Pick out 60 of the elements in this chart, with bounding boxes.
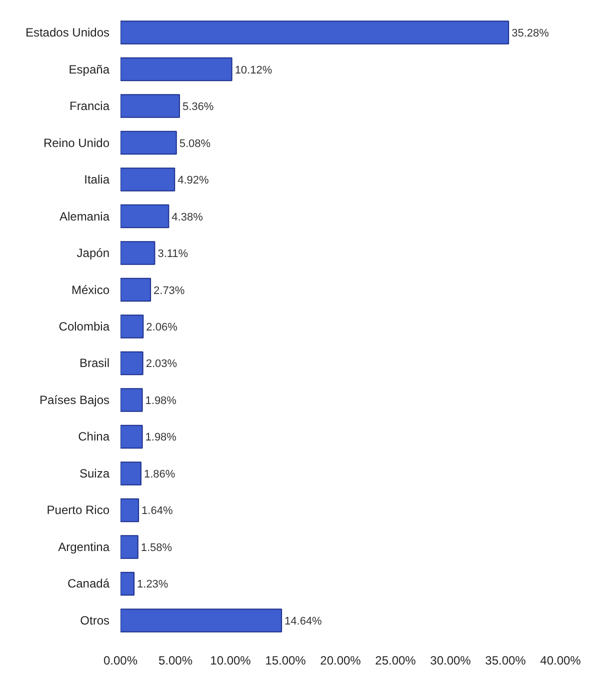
y-tick-label: Italia	[84, 172, 110, 187]
data-label: 5.36%	[182, 101, 214, 114]
y-tick-label: China	[78, 430, 110, 444]
x-tick-label: 30.00%	[430, 654, 472, 668]
y-tick-label: Suiza	[79, 466, 110, 480]
data-label: 1.58%	[140, 542, 172, 554]
bar	[120, 20, 510, 44]
x-tick-label: 40.00%	[540, 654, 582, 668]
data-label: 10.12%	[234, 64, 272, 76]
bar	[120, 241, 156, 265]
x-tick-label: 35.00%	[485, 654, 526, 668]
bar	[120, 130, 177, 155]
y-tick-label: Estados Unidos	[25, 26, 110, 40]
y-tick-label: Otros	[80, 613, 110, 628]
x-tick-label: 25.00%	[375, 654, 416, 668]
bar	[120, 462, 142, 486]
y-tick-label: Colombia	[58, 320, 110, 334]
data-label: 1.86%	[144, 468, 176, 480]
data-label: 2.06%	[146, 322, 178, 334]
y-tick-label: Francia	[69, 99, 110, 114]
x-tick-label: 20.00%	[320, 654, 362, 668]
bar	[120, 314, 144, 338]
x-tick-label: 15.00%	[265, 654, 306, 668]
bar	[120, 94, 180, 118]
y-tick-label: México	[71, 282, 110, 297]
data-label: 4.92%	[178, 174, 210, 187]
data-label: 1.98%	[145, 432, 177, 444]
x-tick-label: 10.00%	[210, 654, 252, 668]
bar	[120, 572, 135, 596]
data-label: 14.64%	[284, 615, 322, 628]
bar	[120, 535, 138, 559]
y-tick-label: Argentina	[58, 540, 110, 554]
data-label: 35.28%	[512, 28, 550, 40]
bar	[120, 278, 152, 302]
bar	[120, 608, 282, 632]
y-tick-label: Brasil	[79, 356, 110, 370]
bar	[120, 351, 144, 376]
bar	[120, 168, 176, 192]
y-tick-label: Japón	[76, 246, 110, 260]
data-label: 1.64%	[142, 505, 173, 518]
y-tick-label: Canadá	[67, 576, 110, 591]
data-label: 1.98%	[145, 394, 177, 407]
bar	[120, 424, 143, 449]
bar	[120, 498, 140, 522]
bar	[120, 204, 170, 228]
x-tick-label: 5.00%	[158, 654, 193, 668]
y-tick-label: Alemania	[59, 209, 110, 224]
data-label: 4.38%	[172, 211, 204, 224]
data-label: 2.03%	[146, 358, 178, 370]
x-tick-label: 0.00%	[103, 654, 138, 668]
data-label: 3.11%	[158, 248, 188, 260]
y-tick-label: Reino Unido	[43, 136, 110, 150]
bar	[120, 57, 232, 82]
y-tick-label: España	[68, 62, 110, 76]
data-label: 1.23%	[137, 578, 168, 591]
data-label: 5.08%	[179, 138, 211, 150]
y-tick-label: Puerto Rico	[46, 503, 110, 518]
bar	[120, 388, 143, 412]
y-tick-label: Países Bajos	[39, 392, 110, 407]
data-label: 2.73%	[154, 284, 185, 297]
